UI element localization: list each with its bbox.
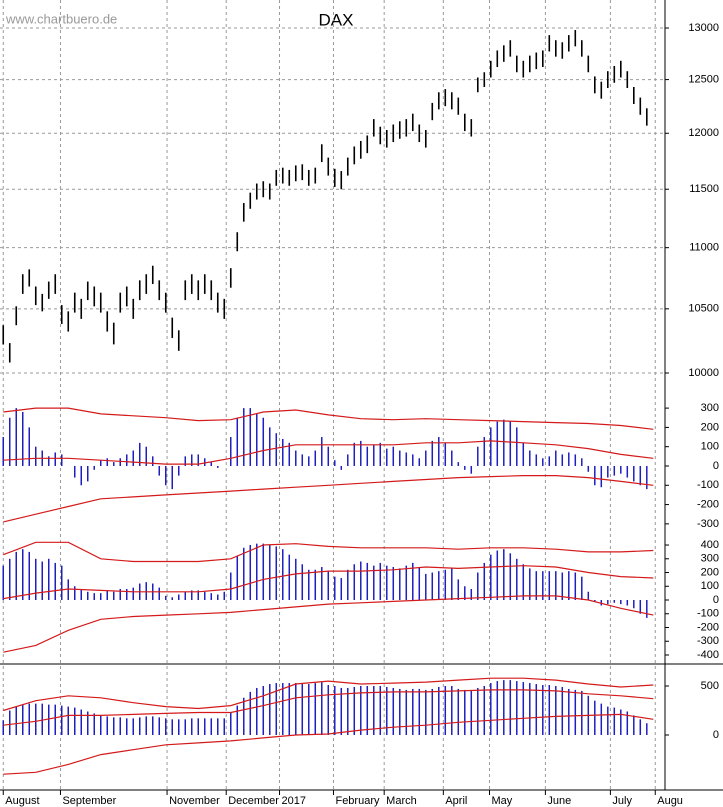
x-tick-label: Augu [657,795,683,807]
y-tick-label: 0 [713,594,719,606]
y-tick-label: 500 [701,680,719,692]
x-tick-label: June [547,795,571,807]
band-line [3,689,654,726]
y-tick-label: 10000 [688,367,719,379]
x-tick-label: December [228,795,279,807]
y-tick-label: -300 [697,635,719,647]
band-line [3,407,654,430]
y-tick-label: 13000 [688,22,719,34]
chart-title: DAX [319,10,354,29]
x-tick-label: March [386,795,417,807]
band-line [3,541,654,563]
y-tick-label: 400 [701,539,719,551]
y-tick-label: 300 [701,553,719,565]
x-tick-label: April [445,795,467,807]
band-line [3,677,654,712]
y-tick-label: 12000 [688,127,719,139]
y-tick-label: 300 [701,402,719,414]
y-tick-label: 0 [713,729,719,741]
y-tick-label: 200 [701,421,719,433]
y-tick-label: -200 [697,621,719,633]
watermark: www.chartbuero.de [5,11,117,26]
band-line [3,440,654,465]
x-tick-label: May [491,795,512,807]
band-line [3,475,654,523]
y-tick-label: 0 [713,460,719,472]
y-tick-label: 10500 [688,303,719,315]
band-line [3,565,654,600]
y-tick-label: 200 [701,566,719,578]
y-tick-label: -300 [697,518,719,530]
x-tick-label: November [169,795,220,807]
y-tick-label: 11500 [689,183,719,195]
y-tick-label: -100 [697,608,719,620]
y-tick-label: 100 [701,441,719,453]
x-tick-label: 2017 [282,795,306,807]
x-tick-label: February [335,795,380,807]
band-line [3,713,654,775]
y-tick-label: 12500 [688,73,719,85]
y-tick-label: -400 [697,649,719,661]
x-tick-label: August [5,795,39,807]
x-tick-label: September [62,795,116,807]
y-tick-label: -200 [697,498,719,510]
x-tick-label: July [612,795,632,807]
band-line [3,595,654,653]
y-tick-label: 11000 [689,242,719,254]
y-tick-label: -100 [697,479,719,491]
y-tick-label: 100 [701,580,719,592]
